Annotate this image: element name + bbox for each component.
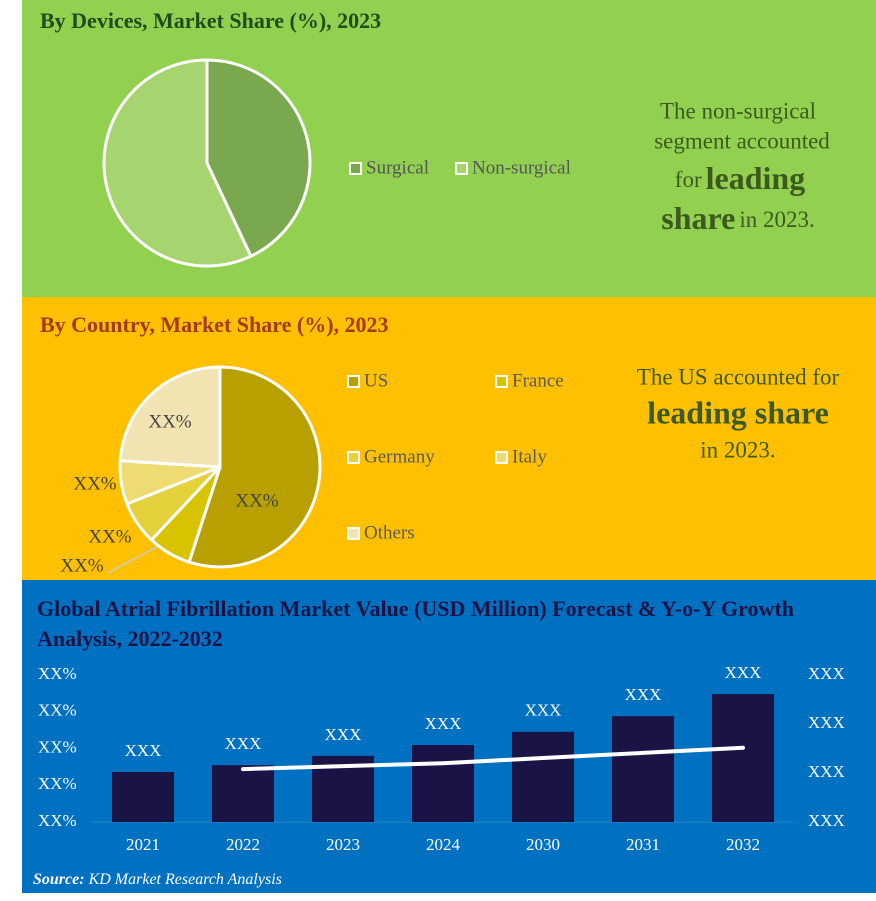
data-label: XXX xyxy=(525,701,562,720)
legend-marker xyxy=(347,375,360,388)
annotation-text: in 2023. xyxy=(739,207,814,232)
pie-slice xyxy=(102,58,253,268)
legend-label: Surgical xyxy=(366,157,429,178)
source-label: Source: xyxy=(33,871,85,888)
annotation-emphasis: leading share xyxy=(647,394,829,430)
legend-marker xyxy=(349,162,362,175)
annotation-line: The non-surgical xyxy=(660,98,816,123)
legend-marker xyxy=(495,451,508,464)
bar xyxy=(212,765,274,822)
legend-label: Italy xyxy=(512,446,547,467)
annotation-text: for xyxy=(675,167,702,192)
data-label: XX% xyxy=(148,411,191,432)
x-tick-label: 2030 xyxy=(526,835,560,854)
source: Source: KD Market Research Analysis xyxy=(33,871,282,888)
y-tick-label: XX% xyxy=(38,737,77,756)
annotation-line: segment accounted xyxy=(654,128,830,153)
y-tick-label: XX% xyxy=(38,774,77,793)
x-tick-label: 2023 xyxy=(326,835,360,854)
chart-title: By Devices, Market Share (%), 2023 xyxy=(40,8,381,33)
x-tick-label: 2031 xyxy=(626,835,660,854)
x-tick-label: 2024 xyxy=(426,835,461,854)
legend-label: Others xyxy=(364,522,415,543)
annotation: The non-surgical segment accounted for l… xyxy=(654,98,830,236)
data-label: XX% xyxy=(73,473,116,494)
bar xyxy=(612,716,674,822)
leader-line xyxy=(107,544,161,574)
legend-marker xyxy=(495,375,508,388)
data-label: XXX xyxy=(425,714,462,733)
y-tick-label: XX% xyxy=(38,664,77,683)
legend-label: Germany xyxy=(364,446,435,467)
annotation-emphasis: leading xyxy=(706,160,806,196)
y2-tick-label: XXX xyxy=(808,762,845,781)
pie-slice xyxy=(205,58,312,259)
bar xyxy=(712,694,774,822)
x-tick-label: 2022 xyxy=(226,835,260,854)
legend-label: France xyxy=(512,370,564,391)
data-label: XX% xyxy=(88,526,131,547)
legend-marker xyxy=(455,162,468,175)
y-tick-label: XX% xyxy=(38,811,77,830)
chart-title: Global Atrial Fibrillation Market Value … xyxy=(37,596,794,651)
source-text: KD Market Research Analysis xyxy=(88,871,282,888)
data-label: XXX xyxy=(225,734,262,753)
bar xyxy=(512,731,574,822)
data-label: XXX xyxy=(625,685,662,704)
pie-slice xyxy=(187,365,322,569)
legend-marker xyxy=(347,527,360,540)
data-label: XXX xyxy=(325,725,362,744)
x-tick-label: 2032 xyxy=(726,835,760,854)
annotation: The US accounted for leading share in 20… xyxy=(637,364,840,462)
bar xyxy=(412,745,474,822)
data-label: XX% xyxy=(235,490,278,511)
annotation-line: for leading xyxy=(675,160,805,196)
x-tick-label: 2021 xyxy=(126,835,160,854)
legend-label: Non-surgical xyxy=(472,157,571,178)
legend-label: US xyxy=(364,370,388,391)
annotation-emphasis: share xyxy=(661,200,735,236)
data-label: XXX xyxy=(725,663,762,682)
annotation-line: The US accounted for xyxy=(637,364,840,389)
annotation-line: in 2023. xyxy=(700,437,775,462)
bar xyxy=(112,772,174,822)
line xyxy=(241,745,745,772)
y2-tick-label: XXX xyxy=(808,811,845,830)
legend-marker xyxy=(347,451,360,464)
annotation-line: share in 2023. xyxy=(661,200,814,236)
data-label: XXX xyxy=(125,741,162,760)
y-tick-label: XX% xyxy=(38,701,77,720)
y2-tick-label: XXX xyxy=(808,713,845,732)
y2-tick-label: XXX xyxy=(808,664,845,683)
data-label: XX% xyxy=(60,555,103,576)
chart-title: By Country, Market Share (%), 2023 xyxy=(40,312,389,337)
pie-slice xyxy=(118,365,222,469)
